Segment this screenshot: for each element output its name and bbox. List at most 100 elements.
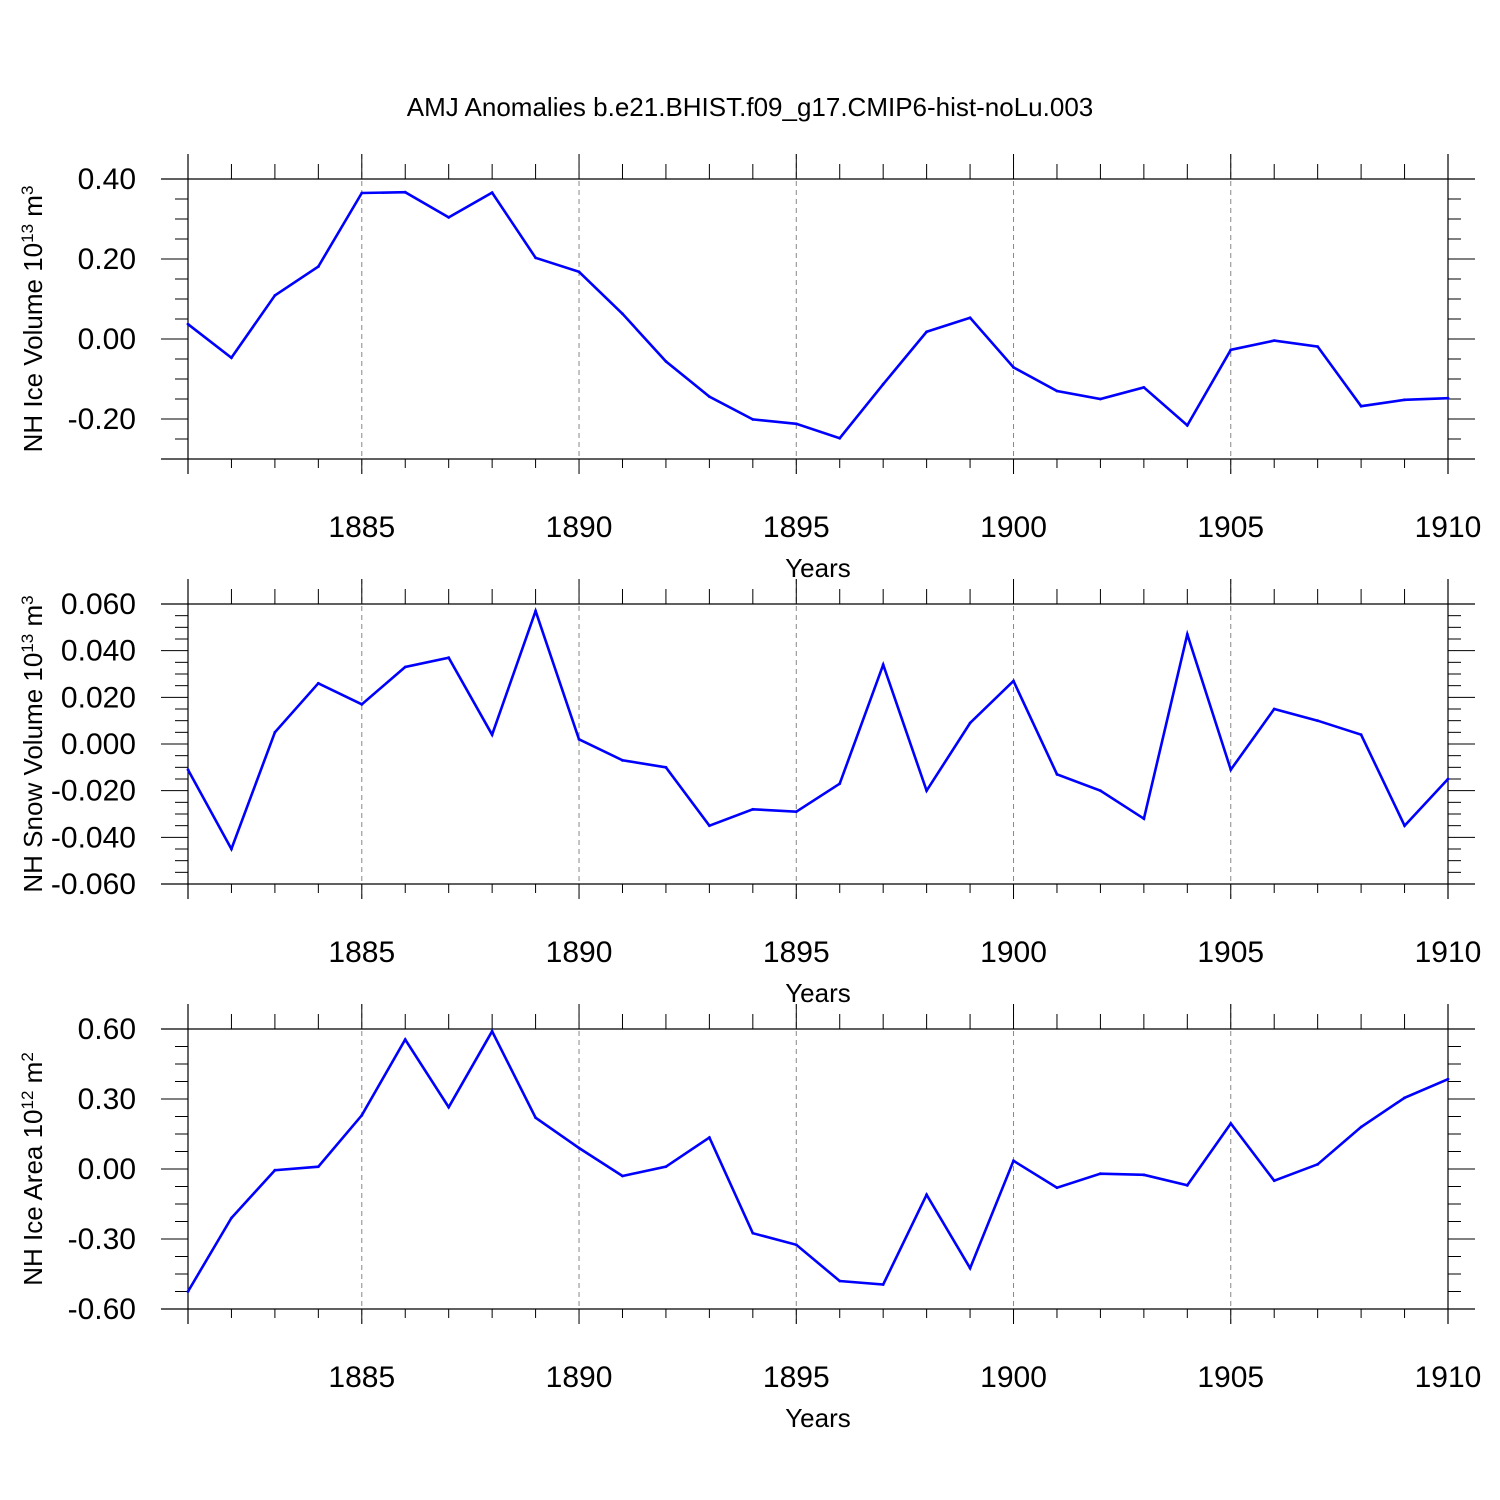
- data-point: [230, 356, 233, 360]
- data-point: [881, 663, 885, 667]
- x-tick-label: 1905: [1197, 511, 1264, 544]
- x-tick-label: 1895: [763, 511, 830, 544]
- data-point: [186, 322, 190, 326]
- series-line: [186, 1028, 1449, 1293]
- data-point: [534, 256, 537, 260]
- data-point: [1229, 348, 1233, 352]
- data-point: [1229, 1122, 1233, 1125]
- data-point: [316, 681, 320, 685]
- panel-2: -0.060 -0.040 -0.020 0.000 0.020 0.040 0.060 18…: [18, 579, 1482, 1008]
- data-point: [1185, 1183, 1189, 1187]
- data-point: [621, 312, 624, 316]
- data-point: [794, 1243, 798, 1247]
- y-tick-label: -0.020: [51, 775, 136, 808]
- data-point: [751, 1231, 755, 1235]
- data-point: [1012, 1159, 1015, 1163]
- data-point: [1142, 1173, 1146, 1177]
- data-point: [881, 1283, 885, 1286]
- data-point: [1012, 366, 1015, 369]
- data-point: [490, 1029, 494, 1033]
- data-point: [664, 360, 668, 363]
- data-point: [534, 609, 537, 613]
- chart-title: AMJ Anomalies b.e21.BHIST.f09_g17.CMIP6-…: [407, 92, 1094, 122]
- y-tick-label: -0.60: [68, 1293, 136, 1326]
- data-point: [1099, 789, 1102, 793]
- data-point: [577, 270, 581, 274]
- data-point: [1316, 719, 1320, 723]
- data-point: [1403, 398, 1406, 402]
- data-point: [447, 216, 451, 219]
- x-tick-label: 1890: [546, 511, 613, 544]
- data-point: [230, 847, 233, 851]
- x-tick-label: 1885: [328, 936, 395, 969]
- data-point: [186, 768, 190, 772]
- data-point: [273, 1168, 277, 1172]
- data-point: [1272, 1179, 1276, 1183]
- data-point: [968, 721, 972, 725]
- x-tick-label: 1895: [763, 1361, 830, 1394]
- data-point: [1099, 397, 1102, 401]
- series-line: [186, 607, 1449, 853]
- data-point: [881, 382, 885, 386]
- data-point: [1012, 679, 1015, 683]
- x-axis-title: Years: [785, 1403, 851, 1433]
- panel-3: -0.60 -0.30 0.00 0.30 0.60 1885 1890 1895 1900 19…: [18, 1004, 1482, 1433]
- data-point: [1185, 632, 1189, 636]
- data-point: [707, 1136, 711, 1139]
- data-point: [1055, 389, 1059, 393]
- data-point: [403, 665, 407, 669]
- data-point: [316, 1165, 320, 1169]
- data-point: [1403, 1096, 1406, 1100]
- y-axis-title: NH Ice Volume 1013 m3: [18, 186, 49, 453]
- data-point: [1403, 824, 1406, 828]
- data-point: [1359, 733, 1363, 737]
- x-axis-title: Years: [785, 553, 851, 583]
- data-point: [534, 1116, 537, 1120]
- data-point: [838, 1279, 842, 1283]
- series-line: [187, 190, 1449, 440]
- y-tick-label: 0.20: [78, 243, 136, 276]
- data-point: [1272, 339, 1276, 342]
- data-point: [1446, 777, 1450, 781]
- data-point: [1055, 772, 1059, 776]
- data-point: [925, 1193, 929, 1197]
- data-point: [751, 418, 755, 421]
- panel-1: -0.20 0.00 0.20 0.40 1885 1890 1895 1900 1905 191…: [18, 154, 1482, 583]
- data-point: [925, 789, 929, 793]
- data-point: [838, 782, 842, 786]
- x-tick-label: 1910: [1415, 511, 1482, 544]
- y-axis-title: NH Ice Area 1012 m2: [18, 1052, 49, 1286]
- y-tick-label: 0.020: [61, 681, 136, 714]
- data-point: [1446, 396, 1450, 400]
- x-tick-label: 1905: [1197, 936, 1264, 969]
- y-tick-label: 0.040: [61, 635, 136, 668]
- data-point: [664, 765, 668, 769]
- data-point: [577, 737, 581, 741]
- data-point: [1272, 707, 1276, 711]
- data-point: [403, 190, 407, 194]
- data-point: [1055, 1186, 1059, 1190]
- x-tick-label: 1910: [1415, 936, 1482, 969]
- y-tick-label: 0.000: [61, 728, 136, 761]
- data-point: [490, 733, 494, 737]
- data-point: [186, 1290, 190, 1293]
- data-point: [1359, 1125, 1363, 1129]
- data-point: [664, 1165, 668, 1169]
- y-axis-title: NH Snow Volume 1013 m3: [18, 595, 49, 892]
- y-tick-label: 0.00: [78, 1153, 136, 1186]
- data-point: [1099, 1172, 1102, 1176]
- x-tick-label: 1910: [1415, 1361, 1482, 1394]
- data-point: [577, 1146, 581, 1150]
- y-tick-label: 0.40: [78, 163, 136, 196]
- data-point: [1446, 1077, 1450, 1081]
- data-point: [794, 422, 798, 426]
- data-point: [316, 265, 320, 268]
- data-point: [273, 730, 277, 734]
- data-point: [968, 1266, 972, 1270]
- y-tick-label: 0.060: [61, 588, 136, 621]
- data-point: [447, 1105, 451, 1109]
- y-tick-label: -0.30: [68, 1223, 136, 1256]
- data-point: [751, 807, 755, 811]
- x-tick-label: 1900: [980, 1361, 1047, 1394]
